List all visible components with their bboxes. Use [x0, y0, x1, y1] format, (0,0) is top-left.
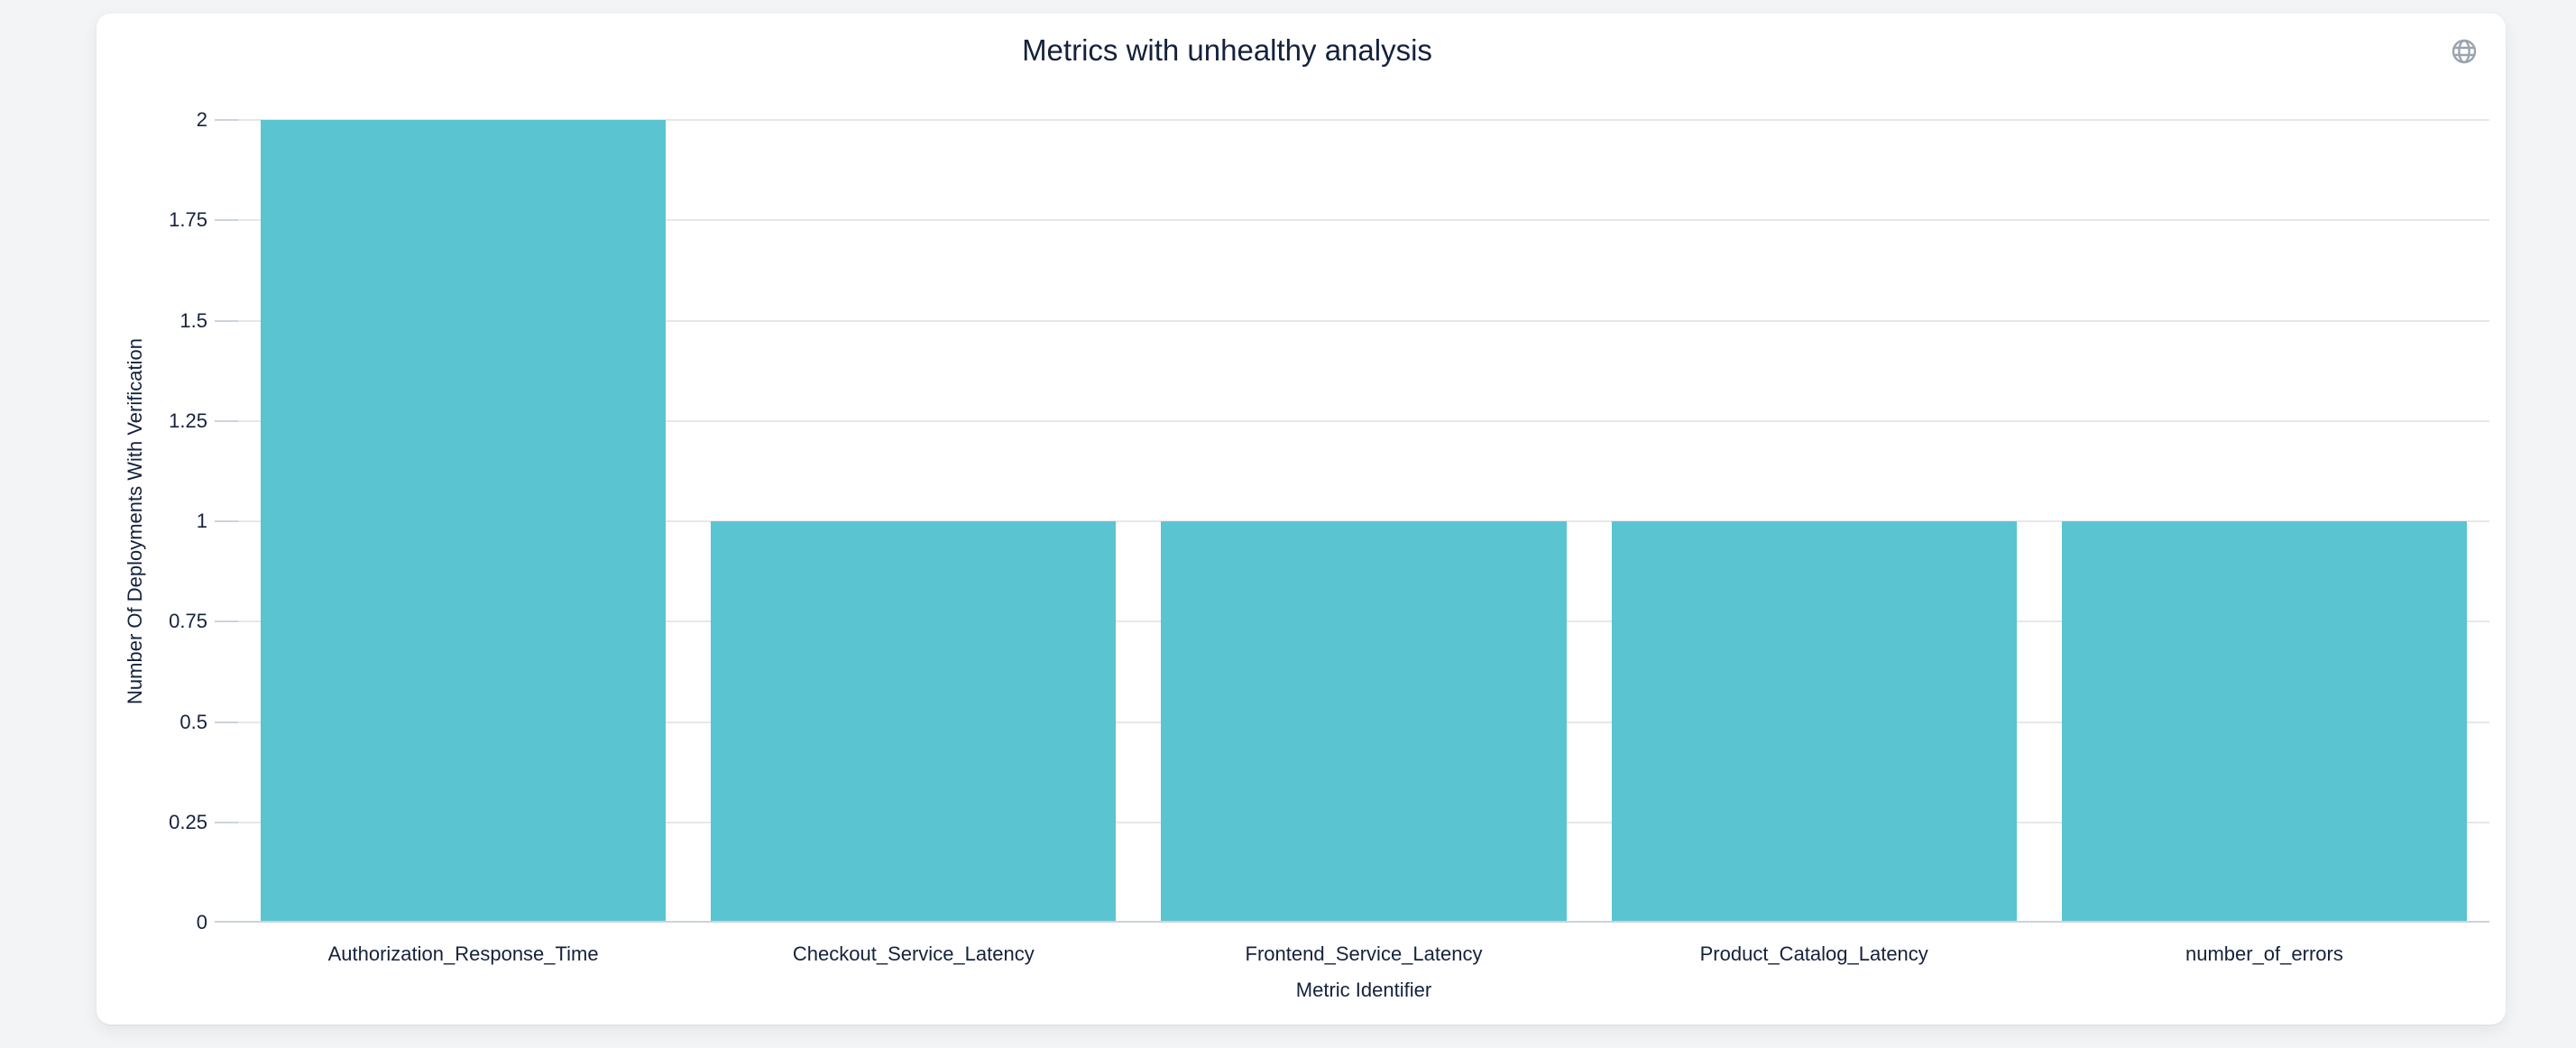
- x-tick-label: Authorization_Response_Time: [327, 942, 599, 965]
- y-tick-label: 0.25: [169, 810, 207, 833]
- y-axis-tick: [215, 621, 238, 623]
- bar: [711, 521, 1117, 923]
- y-gridline: [238, 219, 2489, 222]
- x-tick-label: Checkout_Service_Latency: [792, 942, 1035, 965]
- x-tick-label: number_of_errors: [2185, 942, 2343, 965]
- y-tick-label: 1.5: [179, 308, 207, 332]
- x-tick-label: Frontend_Service_Latency: [1245, 942, 1483, 965]
- globe-icon-glyph: [2452, 39, 2477, 64]
- y-tick-label: 1.75: [169, 208, 207, 232]
- bar: [260, 120, 667, 923]
- y-tick-label: 1: [196, 510, 207, 532]
- plot-area: 0 0.25 0.5 0.75 1 1.25 1.5 1.75 2 Authorization_…: [124, 110, 2489, 1001]
- bar-slot: [1589, 120, 2039, 923]
- y-axis-title: Number Of Deployments With Verification: [124, 338, 146, 704]
- bar-slot: [2039, 120, 2489, 923]
- x-axis-line: [215, 921, 2489, 923]
- x-axis-title: Metric Identifier: [1295, 979, 1432, 1001]
- y-tick-label: 0: [196, 911, 207, 933]
- y-axis-tick: [215, 419, 238, 422]
- bar: [1611, 521, 2017, 923]
- bar: [1161, 521, 1567, 923]
- y-tick-label: 0.5: [179, 710, 207, 733]
- bar-slot: [688, 120, 1138, 923]
- y-axis-tick: [215, 721, 238, 723]
- bars-layer: [238, 120, 2489, 923]
- y-tick-label: 2: [196, 108, 207, 131]
- y-axis-tick: [215, 219, 238, 222]
- chart-title: Metrics with unhealthy analysis: [1022, 33, 1432, 67]
- x-tick-label: Product_Catalog_Latency: [1699, 942, 1928, 965]
- y-axis-tick: [215, 319, 238, 322]
- chart-card: Metrics with unhealthy analysis 0 0.25 0.5…: [97, 14, 2506, 1025]
- globe-icon[interactable]: [2450, 37, 2479, 66]
- y-gridline: [238, 119, 2489, 121]
- y-axis-tick: [215, 821, 238, 823]
- y-axis-tick: [215, 520, 238, 522]
- y-axis-tick: [215, 119, 238, 121]
- y-tick-label: 1.25: [169, 409, 207, 432]
- y-gridline: [238, 419, 2489, 422]
- y-gridline: [238, 319, 2489, 322]
- bar: [2061, 521, 2468, 923]
- bar-slot: [1138, 120, 1588, 923]
- y-tick-label: 0.75: [169, 610, 207, 633]
- x-axis-labels: Authorization_Response_Time Checkout_Serv…: [238, 942, 2489, 966]
- bar-slot: [238, 120, 688, 923]
